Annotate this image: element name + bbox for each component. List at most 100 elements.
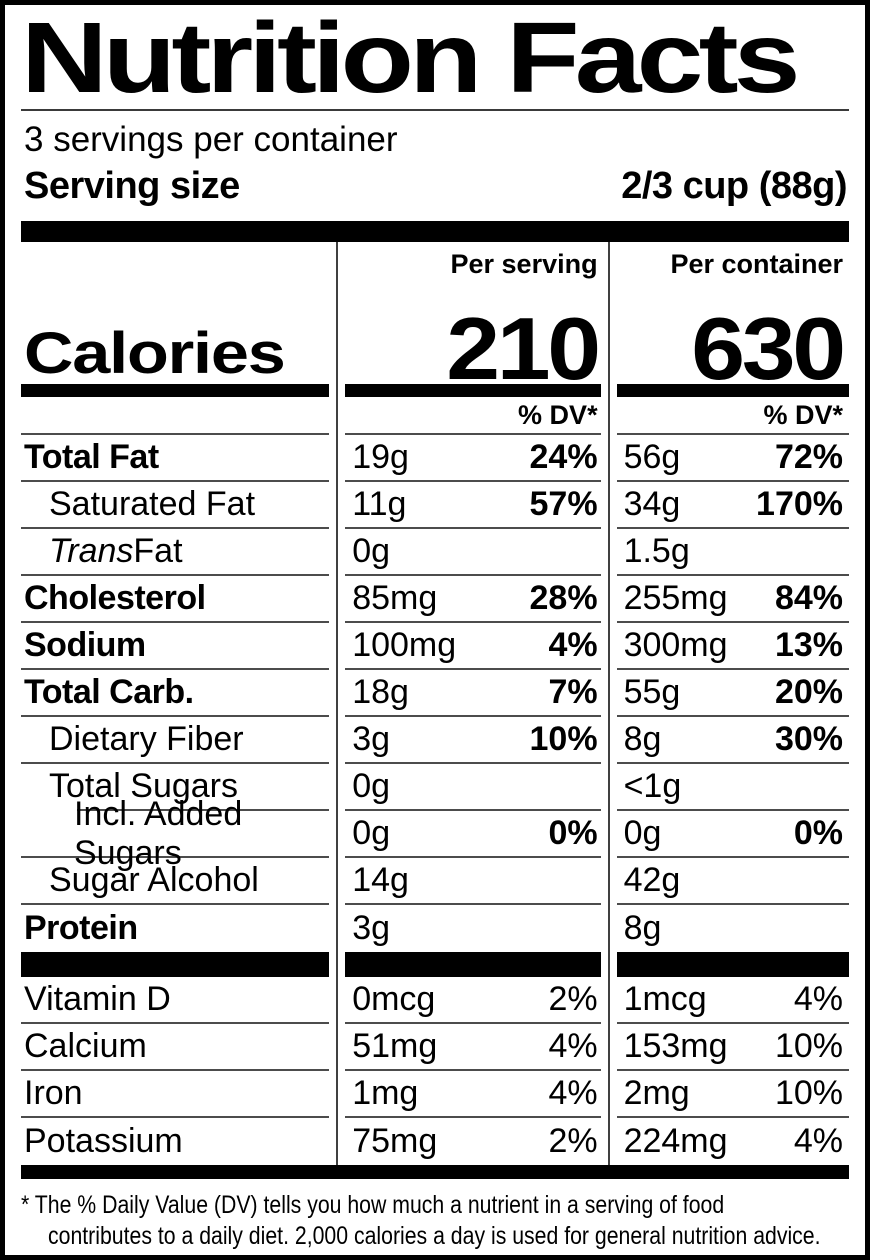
separator-bar-mid <box>21 952 849 977</box>
nutrient-row-protein: Protein 3g 8g <box>21 905 849 952</box>
container-cell: <1g <box>608 764 849 809</box>
serving-amount: 85mg <box>352 579 438 617</box>
serving-cell: 85mg 28% <box>336 576 607 621</box>
container-amount: 153mg <box>623 1027 728 1065</box>
serving-cell: 75mg 2% <box>336 1118 607 1165</box>
serving-cell: 0g 0% <box>336 811 607 856</box>
container-cell: 2mg 10% <box>608 1071 849 1116</box>
container-amount: 0g <box>623 814 662 852</box>
micronutrient-row-calcium: Calcium 51mg 4% 153mg 10% <box>21 1024 849 1071</box>
container-dv: 170% <box>756 485 843 523</box>
calories-container-cell: 630 <box>608 282 849 398</box>
nutrient-name: Protein <box>24 909 138 947</box>
serving-amount: 18g <box>352 673 409 711</box>
container-cell: 224mg 4% <box>608 1118 849 1165</box>
serving-amount: 14g <box>352 861 409 899</box>
serving-cell: 0g <box>336 529 607 574</box>
calories-per-serving-value: 210 <box>445 298 601 398</box>
container-cell: 1.5g <box>608 529 849 574</box>
container-cell: 255mg 84% <box>608 576 849 621</box>
container-amount: 1mcg <box>623 980 707 1018</box>
serving-dv: 2% <box>548 1122 598 1160</box>
column-divider-container <box>601 242 617 1165</box>
serving-cell: 14g <box>336 858 607 903</box>
container-amount: 8g <box>623 720 662 758</box>
serving-dv: 4% <box>548 626 598 664</box>
per-serving-header: Per serving <box>450 249 598 279</box>
container-cell: 300mg 13% <box>608 623 849 668</box>
container-amount: 2mg <box>623 1074 690 1112</box>
dv-header-row: % DV* % DV* <box>21 397 849 435</box>
container-cell: 8g 30% <box>608 717 849 762</box>
nutrient-name: Cholesterol <box>24 579 206 617</box>
nutrient-row-sugar-alcohol: Sugar Alcohol 14g 42g <box>21 858 849 905</box>
nutrient-name: Vitamin D <box>24 980 171 1018</box>
nutrient-name-italic: Trans <box>49 532 134 570</box>
container-dv: 4% <box>793 1122 844 1160</box>
container-amount: <1g <box>623 767 682 805</box>
column-divider-serving <box>329 242 345 1165</box>
serving-dv: 0% <box>548 814 598 852</box>
serving-dv: 57% <box>529 485 598 523</box>
serving-dv: 4% <box>548 1074 598 1112</box>
container-dv: 20% <box>774 673 844 711</box>
dv-header-serving: % DV* <box>518 399 598 430</box>
calories-serving-cell: 210 <box>336 282 607 398</box>
calories-per-container-value: 630 <box>691 298 846 398</box>
serving-cell: 51mg 4% <box>336 1024 607 1069</box>
nutrient-name: Sodium <box>24 626 146 664</box>
nutrition-table: Per serving Per container Calories 210 6… <box>21 242 849 1179</box>
nutrient-name: Iron <box>24 1074 83 1112</box>
serving-cell: 18g 7% <box>336 670 607 715</box>
serving-cell: 19g 24% <box>336 435 607 480</box>
serving-amount: 1mg <box>352 1074 419 1112</box>
container-cell: 8g <box>608 905 849 952</box>
nutrient-name: Saturated Fat <box>49 485 256 523</box>
dv-header-container: % DV* <box>763 399 844 430</box>
serving-amount: 0g <box>352 532 391 570</box>
container-cell: 42g <box>608 858 849 903</box>
container-amount: 56g <box>623 438 681 476</box>
nutrient-name: Sugar Alcohol <box>49 861 259 899</box>
serving-amount: 19g <box>352 438 409 476</box>
nutrient-row-total-sugars: Total Sugars 0g <1g <box>21 764 849 811</box>
calories-row: Calories 210 630 <box>21 282 849 398</box>
serving-amount: 3g <box>352 909 391 947</box>
container-cell: 56g 72% <box>608 435 849 480</box>
serving-amount: 3g <box>352 720 391 758</box>
container-cell: 55g 20% <box>608 670 849 715</box>
separator-bar-thick <box>21 221 849 242</box>
container-amount: 1.5g <box>623 532 690 570</box>
container-cell: 1mcg 4% <box>608 977 849 1022</box>
container-cell: 153mg 10% <box>608 1024 849 1069</box>
column-header-spacer <box>21 242 336 282</box>
nutrient-name: Total Carb. <box>24 673 194 711</box>
footnote-line-2: contributes to a daily diet. 2,000 calor… <box>48 1222 821 1250</box>
serving-size-label: Serving size <box>24 165 240 207</box>
container-dv: 4% <box>793 980 844 1018</box>
separator-bar-bottom <box>21 1165 849 1179</box>
serving-dv: 28% <box>529 579 598 617</box>
container-amount: 8g <box>623 909 662 947</box>
serving-cell: 100mg 4% <box>336 623 607 668</box>
servings-per-container: 3 servings per container <box>24 120 398 159</box>
nutrient-row-total-carb: Total Carb. 18g 7% 55g 20% <box>21 670 849 717</box>
nutrient-row-dietary-fiber: Dietary Fiber 3g 10% 8g 30% <box>21 717 849 764</box>
serving-size-value: 2/3 cup (88g) <box>621 165 847 207</box>
serving-cell: 0g <box>336 764 607 809</box>
calories-underline-bar <box>21 384 849 397</box>
title-divider <box>21 109 849 111</box>
container-cell: 34g 170% <box>608 482 849 527</box>
nutrient-name-rest: Fat <box>133 532 183 570</box>
nutrient-name: Trans Fat <box>21 529 336 574</box>
container-amount: 300mg <box>623 626 728 664</box>
container-dv: 0% <box>793 814 843 852</box>
container-amount: 55g <box>623 673 681 711</box>
serving-dv: 24% <box>529 438 598 476</box>
nutrient-row-cholesterol: Cholesterol 85mg 28% 255mg 84% <box>21 576 849 623</box>
nutrient-name: Potassium <box>24 1122 183 1160</box>
container-cell: 0g 0% <box>608 811 849 856</box>
serving-amount: 0mcg <box>352 980 436 1018</box>
serving-cell: 11g 57% <box>336 482 607 527</box>
